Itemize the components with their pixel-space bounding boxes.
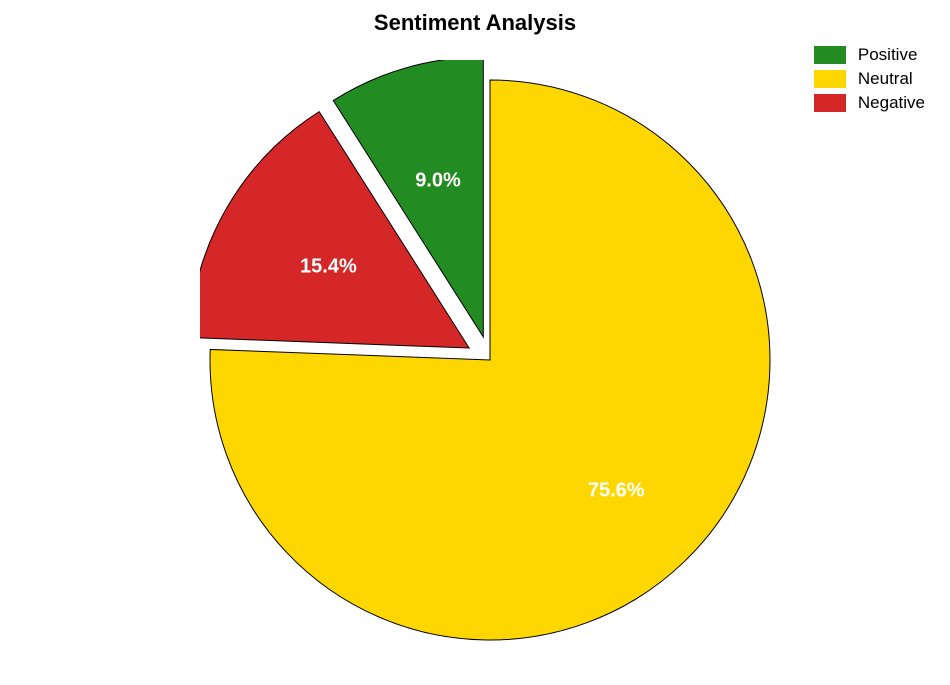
slice-label-neutral: 75.6% xyxy=(588,479,645,501)
slice-label-negative: 15.4% xyxy=(300,255,357,277)
legend-swatch-positive xyxy=(814,46,846,64)
legend-swatch-negative xyxy=(814,94,846,112)
legend-label-positive: Positive xyxy=(858,45,918,65)
pie-chart-svg: 75.6% 15.4% 9.0% xyxy=(200,60,820,680)
legend-item-positive: Positive xyxy=(814,45,925,65)
chart-title: Sentiment Analysis xyxy=(374,10,576,36)
legend: Positive Neutral Negative xyxy=(814,45,925,117)
legend-item-negative: Negative xyxy=(814,93,925,113)
legend-label-neutral: Neutral xyxy=(858,69,913,89)
legend-label-negative: Negative xyxy=(858,93,925,113)
slice-label-positive: 9.0% xyxy=(415,169,461,191)
pie-chart: 75.6% 15.4% 9.0% xyxy=(200,60,820,685)
legend-swatch-neutral xyxy=(814,70,846,88)
legend-item-neutral: Neutral xyxy=(814,69,925,89)
